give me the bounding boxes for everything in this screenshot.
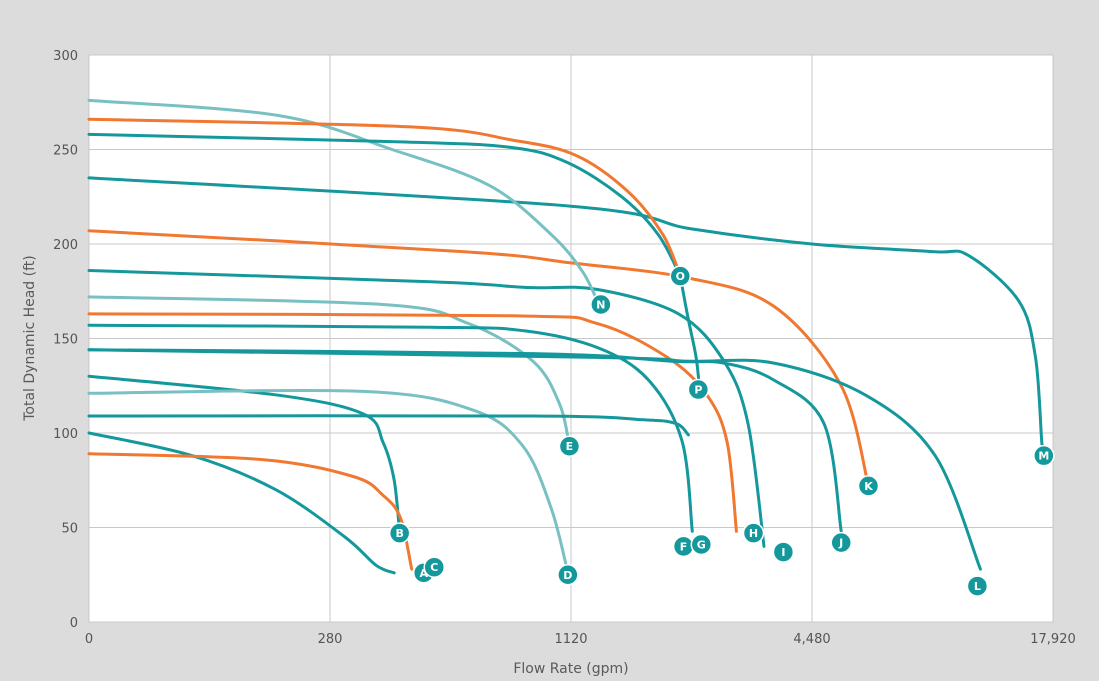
marker-c: C — [423, 556, 445, 578]
marker-j: J — [830, 531, 852, 554]
curve-o-orange — [87, 117, 682, 278]
marker-dot-h — [742, 522, 765, 544]
marker-f: F — [672, 535, 695, 558]
x-tick-1120: 1120 — [554, 632, 587, 647]
marker-label-d: D — [563, 569, 572, 582]
marker-d: D — [557, 564, 579, 586]
curve-h — [87, 312, 738, 533]
y-tick-100: 100 — [53, 427, 78, 442]
marker-b: B — [388, 522, 411, 544]
y-tick-250: 250 — [53, 144, 78, 159]
x-axis-label: Flow Rate (gpm) — [513, 661, 628, 677]
curve-e — [87, 295, 571, 448]
marker-label-f: F — [680, 540, 688, 553]
curve-p — [678, 274, 702, 393]
y-tick-200: 200 — [53, 238, 78, 253]
marker-label-o: O — [676, 270, 685, 283]
marker-label-p: P — [694, 384, 702, 397]
marker-label-g: G — [697, 539, 706, 552]
marker-h: H — [742, 522, 765, 544]
marker-o: O — [669, 265, 692, 287]
marker-n: N — [590, 293, 612, 316]
marker-label-k: K — [864, 480, 873, 493]
curve-o — [87, 132, 682, 278]
x-tick-0: 0 — [85, 632, 93, 647]
marker-i: I — [772, 541, 795, 563]
marker-dot-d — [557, 564, 579, 586]
marker-dot-o — [669, 265, 692, 287]
marker-dot-n — [590, 293, 612, 316]
marker-dot-m — [1033, 444, 1055, 467]
marker-label-l: L — [974, 580, 981, 593]
y-tick-50: 50 — [61, 522, 78, 537]
marker-dot-p — [687, 378, 710, 401]
curve-a — [87, 431, 396, 575]
marker-dot-c — [423, 556, 445, 578]
y-axis-label: Total Dynamic Head (ft) — [22, 255, 38, 422]
curve-i — [87, 269, 766, 548]
marker-label-j: J — [838, 537, 843, 550]
marker-dot-e — [558, 435, 581, 457]
curve-markers: A B C D E F G H I J K L M N O P — [388, 265, 1055, 597]
x-tick-280: 280 — [318, 632, 343, 647]
y-tick-150: 150 — [53, 333, 78, 348]
marker-label-b: B — [395, 527, 403, 540]
marker-p: P — [687, 378, 710, 401]
marker-label-c: C — [430, 561, 438, 574]
marker-label-a: A — [419, 567, 428, 580]
curve-f — [87, 323, 694, 533]
marker-g: G — [690, 533, 713, 556]
marker-dot-l — [966, 575, 989, 597]
performance-curves — [87, 98, 1046, 575]
marker-l: L — [966, 575, 989, 597]
y-tick-0: 0 — [70, 616, 78, 631]
marker-dot-g — [690, 533, 713, 556]
marker-dot-b — [388, 522, 411, 544]
marker-label-h: H — [749, 527, 758, 540]
marker-dot-j — [830, 531, 852, 554]
marker-label-m: M — [1038, 450, 1049, 463]
curve-b — [87, 374, 402, 535]
curve-l — [87, 348, 982, 571]
x-tick-17920: 17,920 — [1030, 632, 1076, 647]
marker-k: K — [857, 475, 880, 497]
x-tick-labels: 0 280 1120 4,480 17,920 — [85, 632, 1076, 647]
marker-label-e: E — [566, 440, 574, 453]
y-tick-300: 300 — [53, 49, 78, 64]
curve-g — [87, 414, 690, 437]
y-tick-labels: 0 50 100 150 200 250 300 — [53, 49, 78, 631]
marker-dot-k — [857, 475, 880, 497]
marker-m: M — [1033, 444, 1055, 467]
curve-n — [87, 98, 602, 308]
curve-c — [87, 452, 414, 571]
marker-label-i: I — [781, 546, 785, 559]
curve-d — [87, 388, 570, 575]
marker-dot-i — [772, 541, 795, 563]
x-tick-4480: 4,480 — [793, 632, 830, 647]
marker-label-n: N — [596, 298, 605, 311]
marker-e: E — [558, 435, 581, 457]
